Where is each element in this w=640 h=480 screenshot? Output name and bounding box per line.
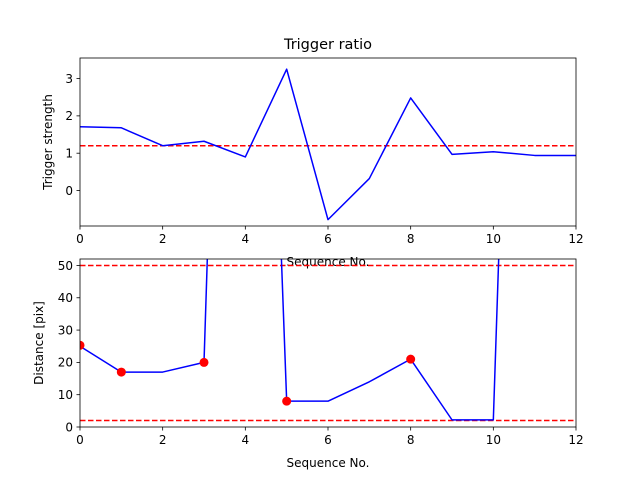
data-point — [282, 396, 292, 406]
y-tick-label: 0 — [65, 184, 73, 198]
y-tick-label: 3 — [65, 72, 73, 86]
x-tick-label: 10 — [486, 433, 501, 447]
x-tick-label: 0 — [76, 433, 84, 447]
x-tick-label: 12 — [568, 232, 583, 246]
y-axis-label: Trigger strength — [41, 94, 55, 191]
y-tick-label: 1 — [65, 147, 73, 161]
y-tick-label: 2 — [65, 109, 73, 123]
y-axis-label: Distance [pix] — [32, 301, 46, 385]
x-tick-label: 8 — [407, 433, 415, 447]
y-tick-label: 40 — [58, 291, 73, 305]
y-tick-label: 20 — [58, 356, 73, 370]
y-tick-label: 10 — [58, 388, 73, 402]
x-tick-label: 10 — [486, 232, 501, 246]
x-tick-label: 4 — [242, 232, 250, 246]
axes-frame — [79, 258, 577, 428]
plot-area — [80, 68, 576, 221]
x-axis-label: Sequence No. — [287, 255, 370, 269]
x-tick-label: 2 — [159, 433, 167, 447]
series-line — [80, 259, 500, 421]
y-tick-label: 50 — [58, 259, 73, 273]
axes-frame — [79, 57, 577, 227]
x-tick-label: 0 — [76, 232, 84, 246]
data-point — [80, 340, 85, 350]
x-tick-label: 4 — [242, 433, 250, 447]
x-tick-label: 2 — [159, 232, 167, 246]
x-tick-label: 12 — [568, 433, 583, 447]
x-axis-label: Sequence No. — [287, 456, 370, 470]
data-point — [116, 367, 126, 377]
series-line — [80, 68, 576, 221]
chart-title: Trigger ratio — [283, 37, 372, 53]
x-tick-label: 6 — [324, 433, 332, 447]
data-point — [199, 357, 209, 367]
distance-plot: Distance [pix] Sequence No. 0 2 4 6 8 10 12 0 10… — [32, 258, 584, 470]
x-tick-label: 8 — [407, 232, 415, 246]
y-tick-label: 30 — [58, 323, 73, 337]
plot-area — [80, 259, 576, 422]
y-tick-label: 0 — [65, 420, 73, 434]
x-tick-label: 6 — [324, 232, 332, 246]
data-point — [406, 354, 416, 364]
